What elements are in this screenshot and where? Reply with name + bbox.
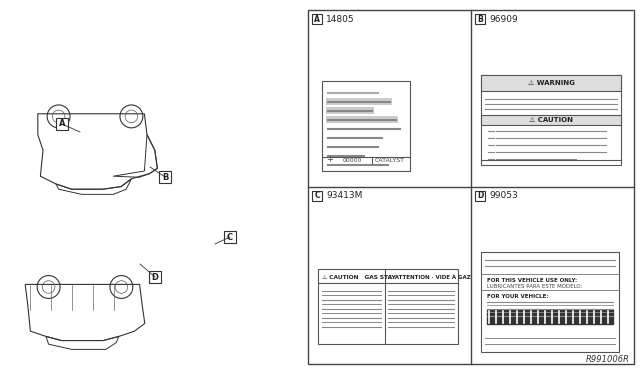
Text: ⚠ CAUTION   GAS STAY: ⚠ CAUTION GAS STAY xyxy=(322,275,396,279)
Text: FOR YOUR VEHICLE:: FOR YOUR VEHICLE: xyxy=(487,294,548,298)
Text: ⚠ CAUTION: ⚠ CAUTION xyxy=(529,117,573,123)
Text: ⚠ WARNING: ⚠ WARNING xyxy=(527,80,575,86)
Text: A: A xyxy=(314,15,320,23)
Bar xyxy=(312,14,322,24)
Bar xyxy=(326,116,398,123)
Bar xyxy=(56,118,68,130)
Bar xyxy=(149,271,161,283)
Bar xyxy=(322,81,410,171)
Bar xyxy=(481,75,621,91)
Text: CATALYST: CATALYST xyxy=(375,157,405,163)
Text: +: + xyxy=(326,155,333,164)
Text: B: B xyxy=(162,173,168,182)
Text: C: C xyxy=(314,192,320,201)
Bar xyxy=(326,98,392,105)
Bar xyxy=(487,310,613,324)
Bar xyxy=(481,115,621,125)
Text: A: A xyxy=(59,119,65,128)
Bar xyxy=(318,269,458,344)
Text: D: D xyxy=(477,192,483,201)
Text: R991006R: R991006R xyxy=(586,355,630,364)
Text: 96909: 96909 xyxy=(489,15,518,23)
Text: B: B xyxy=(477,15,483,23)
Text: LUBRICANTES PARA ESTE MODELO:: LUBRICANTES PARA ESTE MODELO: xyxy=(487,283,582,289)
Text: 93413M: 93413M xyxy=(326,192,362,201)
Bar xyxy=(475,14,485,24)
Bar xyxy=(326,107,374,114)
Text: D: D xyxy=(152,273,159,282)
Text: 00000: 00000 xyxy=(342,157,362,163)
Bar xyxy=(308,10,634,364)
Bar xyxy=(481,252,619,352)
Bar xyxy=(224,231,236,243)
Text: 14805: 14805 xyxy=(326,15,355,23)
Text: 99053: 99053 xyxy=(489,192,518,201)
Text: FOR THIS VEHICLE USE ONLY:: FOR THIS VEHICLE USE ONLY: xyxy=(487,278,577,282)
Text: C: C xyxy=(227,232,233,241)
Bar xyxy=(312,191,322,201)
Bar xyxy=(481,75,621,165)
Bar xyxy=(475,191,485,201)
Bar xyxy=(159,171,171,183)
Text: ⚠ ATTENTION · VIDE À GAZ: ⚠ ATTENTION · VIDE À GAZ xyxy=(388,275,471,279)
